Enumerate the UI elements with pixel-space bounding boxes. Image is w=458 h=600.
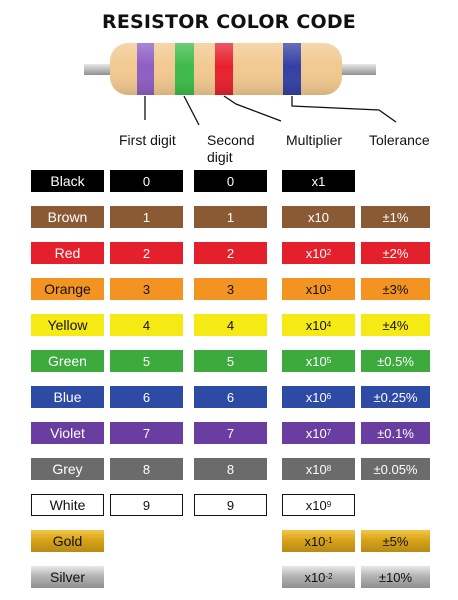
multiplier-base: x1 xyxy=(311,173,326,189)
resistor-illustration xyxy=(84,43,397,126)
multiplier-cell-grey: x10 8 xyxy=(282,458,355,480)
tolerance-cell-red: ±2% xyxy=(361,242,430,264)
second-digit-cell-white: 9 xyxy=(194,494,267,516)
first-digit-cell-green: 5 xyxy=(110,350,183,372)
color-name-violet: Violet xyxy=(31,422,104,444)
second-digit-cell-violet: 7 xyxy=(194,422,267,444)
multiplier-cell-brown: x10 xyxy=(282,206,355,228)
first-digit-cell-brown: 1 xyxy=(110,206,183,228)
resistor-lead-right xyxy=(336,64,376,75)
multiplier-cell-green: x10 5 xyxy=(282,350,355,372)
tolerance-cell-green: ±0.5% xyxy=(361,350,430,372)
second-digit-cell-green: 5 xyxy=(194,350,267,372)
multiplier-base: x10 xyxy=(304,533,326,549)
first-digit-cell-white: 9 xyxy=(110,494,183,516)
multiplier-base: x10 xyxy=(305,497,327,513)
second-digit-cell-red: 2 xyxy=(194,242,267,264)
tolerance-cell-orange: ±3% xyxy=(361,278,430,300)
multiplier-cell-blue: x10 6 xyxy=(282,386,355,408)
pointer-multiplier xyxy=(223,95,282,122)
tolerance-cell-gold: ±5% xyxy=(361,530,430,552)
multiplier-base: x10 xyxy=(308,209,329,225)
second-digit-cell-blue: 6 xyxy=(194,386,267,408)
first-digit-cell-blue: 6 xyxy=(110,386,183,408)
tolerance-cell-silver: ±10% xyxy=(361,566,430,588)
first-digit-cell-yellow: 4 xyxy=(110,314,183,336)
multiplier-base: x10 xyxy=(305,389,327,405)
resistor-lead-left xyxy=(84,64,116,75)
color-name-blue: Blue xyxy=(31,386,104,408)
multiplier-base: x10 xyxy=(305,425,327,441)
multiplier-cell-red: x10 2 xyxy=(282,242,355,264)
multiplier-cell-black: x1 xyxy=(282,170,355,192)
band-pointer-lines xyxy=(144,95,397,126)
tolerance-cell-yellow: ±4% xyxy=(361,314,430,336)
multiplier-base: x10 xyxy=(305,245,327,261)
multiplier-cell-silver: x10 -2 xyxy=(282,566,355,588)
first-digit-cell-orange: 3 xyxy=(110,278,183,300)
first-digit-cell-grey: 8 xyxy=(110,458,183,480)
second-digit-cell-grey: 8 xyxy=(194,458,267,480)
second-digit-cell-brown: 1 xyxy=(194,206,267,228)
color-name-orange: Orange xyxy=(31,278,104,300)
label-second-digit: Second digit xyxy=(207,132,255,165)
tolerance-cell-brown: ±1% xyxy=(361,206,430,228)
first-digit-cell-red: 2 xyxy=(110,242,183,264)
color-name-green: Green xyxy=(31,350,104,372)
multiplier-base: x10 xyxy=(305,281,327,297)
color-name-grey: Grey xyxy=(31,458,104,480)
color-name-white: White xyxy=(31,494,104,516)
multiplier-cell-white: x10 9 xyxy=(282,494,355,516)
color-name-gold: Gold xyxy=(31,530,104,552)
label-multiplier: Multiplier xyxy=(286,132,343,148)
multiplier-base: x10 xyxy=(304,569,326,585)
tolerance-cell-violet: ±0.1% xyxy=(361,422,430,444)
tolerance-cell-blue: ±0.25% xyxy=(361,386,430,408)
first-digit-cell-black: 0 xyxy=(110,170,183,192)
pointer-tolerance xyxy=(291,96,397,123)
page-title: RESISTOR COLOR CODE xyxy=(102,11,356,33)
tolerance-cell-grey: ±0.05% xyxy=(361,458,430,480)
multiplier-base: x10 xyxy=(305,353,327,369)
second-digit-cell-yellow: 4 xyxy=(194,314,267,336)
label-tolerance: Tolerance xyxy=(369,132,430,148)
second-digit-cell-black: 0 xyxy=(194,170,267,192)
color-name-yellow: Yellow xyxy=(31,314,104,336)
multiplier-base: x10 xyxy=(305,461,327,477)
pointer-second-digit xyxy=(183,95,200,126)
color-name-silver: Silver xyxy=(31,566,104,588)
multiplier-cell-orange: x10 3 xyxy=(282,278,355,300)
color-name-black: Black xyxy=(31,170,104,192)
multiplier-base: x10 xyxy=(305,317,327,333)
first-digit-cell-violet: 7 xyxy=(110,422,183,444)
multiplier-cell-yellow: x10 4 xyxy=(282,314,355,336)
multiplier-cell-gold: x10 -1 xyxy=(282,530,355,552)
color-name-brown: Brown xyxy=(31,206,104,228)
label-first-digit: First digit xyxy=(119,132,176,148)
second-digit-cell-orange: 3 xyxy=(194,278,267,300)
color-name-red: Red xyxy=(31,242,104,264)
multiplier-cell-violet: x10 7 xyxy=(282,422,355,444)
